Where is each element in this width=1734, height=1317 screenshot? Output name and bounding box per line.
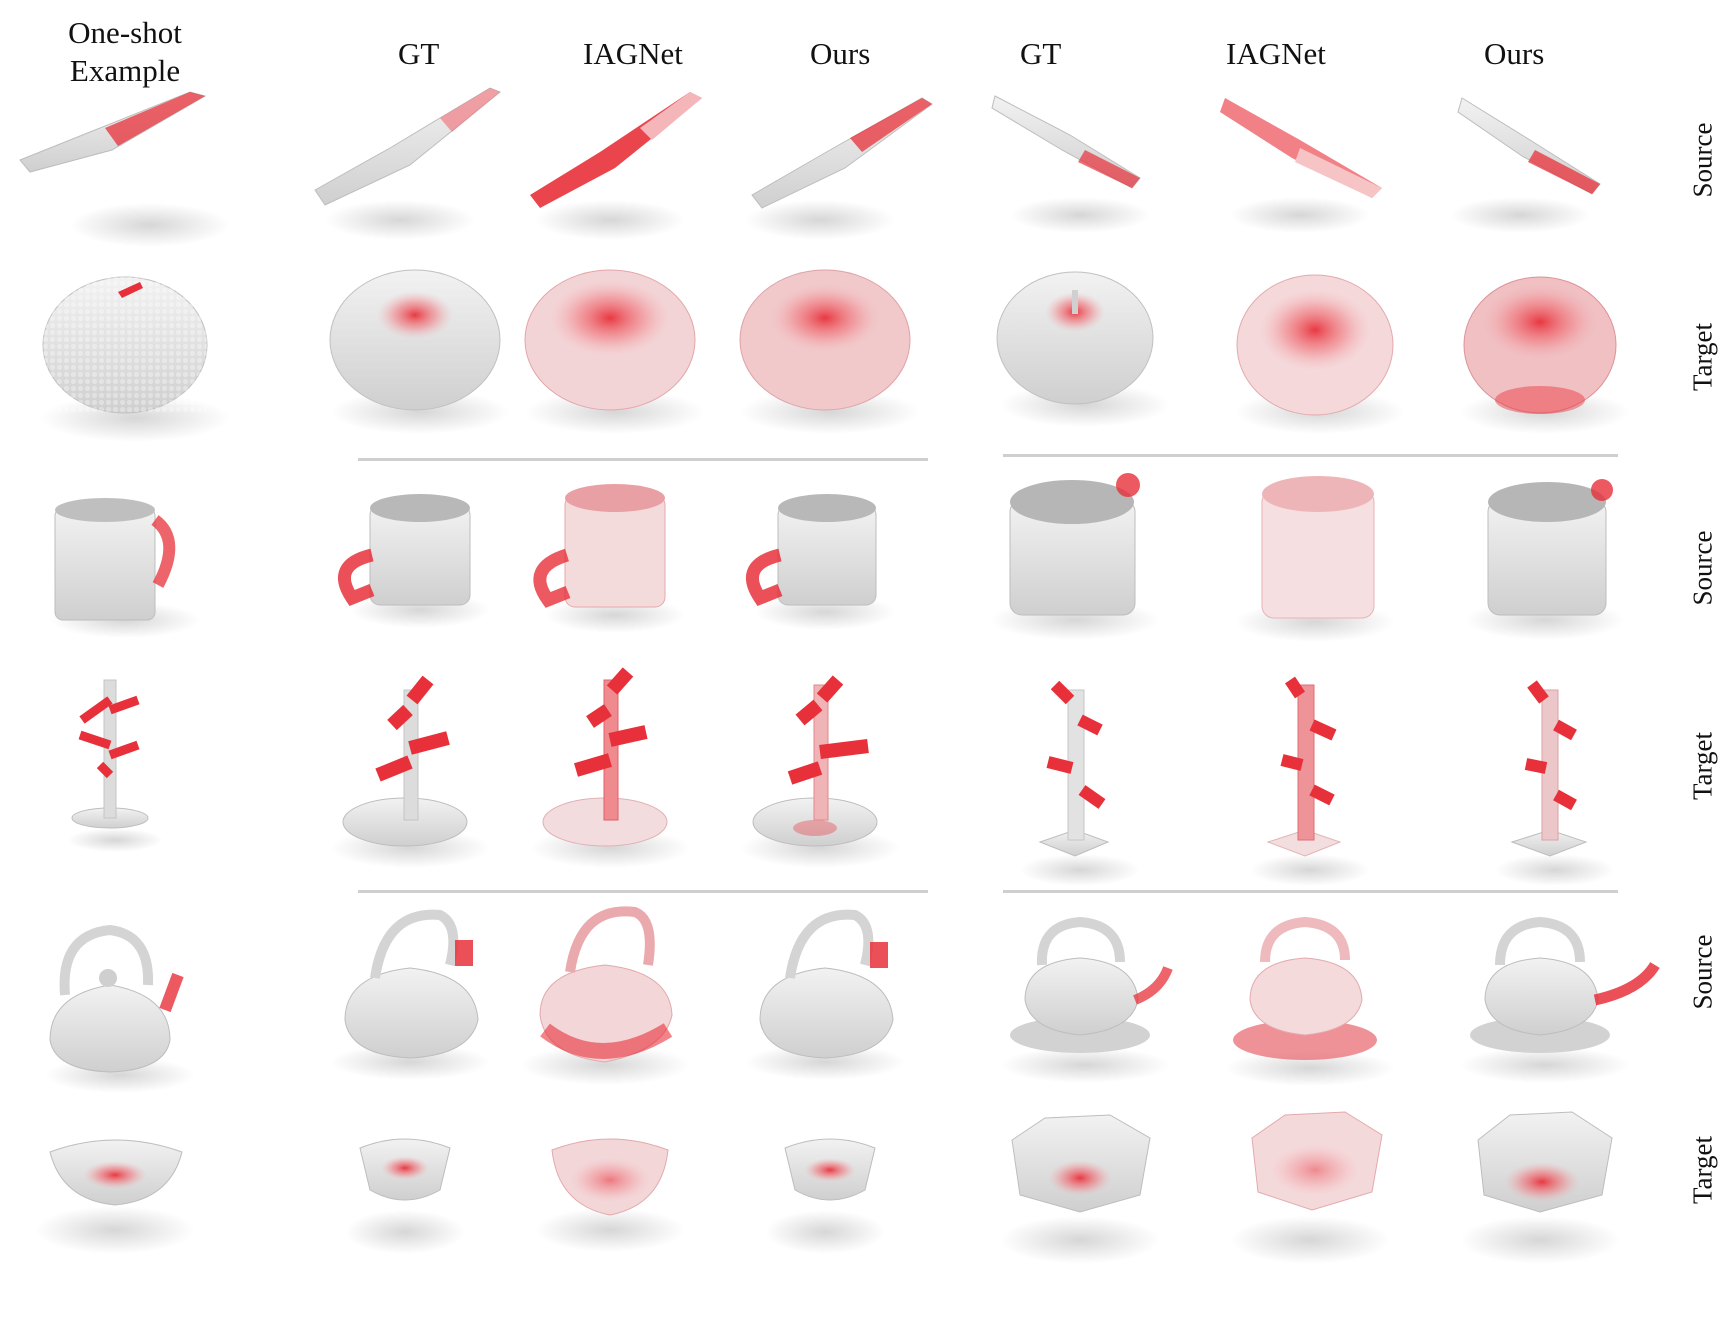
kettle-gt-right [1000, 916, 1173, 1083]
knife-oneshot [19, 91, 230, 247]
kettle-ours-right [1460, 916, 1660, 1083]
separator-right-2 [1003, 890, 1618, 893]
row-apple [40, 269, 1630, 442]
bowl-iagnet-left [535, 1138, 685, 1252]
knife-ours-left [745, 97, 933, 240]
knife-gt-right [991, 95, 1150, 233]
bowl-ours-right [1460, 1111, 1620, 1264]
header-oneshot-line2: Example [69, 53, 181, 88]
mugtree-iagnet-right [1250, 676, 1370, 886]
row-kettle [45, 906, 1660, 1093]
bowl-gt-left [345, 1138, 465, 1254]
bowl-oneshot [35, 1139, 195, 1254]
header-iagnet-right: IAGNet [1226, 36, 1326, 71]
header-gt-right: GT [1020, 36, 1062, 71]
row-mug [50, 473, 1625, 642]
mugtree-iagnet-left [530, 667, 690, 868]
bowl-iagnet-right [1230, 1111, 1390, 1264]
kettle-ours-left [745, 909, 905, 1080]
apple-gt-right [996, 271, 1170, 427]
header-gt-left: GT [398, 36, 440, 71]
knife-iagnet-left [530, 92, 702, 240]
mug-ours-right [1465, 479, 1625, 640]
kettle-gt-left [330, 909, 490, 1080]
mugtree-ours-left [740, 675, 900, 868]
apple-ours-left [739, 269, 920, 434]
header-oneshot-line1: One-shot [68, 15, 182, 50]
mugtree-ours-right [1495, 680, 1615, 886]
kettle-iagnet-left [520, 906, 690, 1085]
header-oneshot-example: One-shot Example [30, 14, 220, 90]
mug-ours-left [745, 494, 895, 630]
mug-iagnet-left [533, 484, 685, 633]
apple-gt-left [329, 269, 510, 434]
mug-iagnet-right [1235, 476, 1395, 642]
knife-gt-left [314, 87, 501, 240]
bowl-ours-left [765, 1138, 885, 1254]
mug-oneshot [50, 498, 200, 638]
knife-iagnet-right [1220, 98, 1382, 233]
apple-oneshot [40, 276, 230, 442]
mugtree-oneshot [67, 679, 163, 852]
knife-ours-right [1450, 97, 1601, 233]
mugtree-gt-right [1020, 680, 1140, 886]
separator-right-1 [1003, 454, 1618, 457]
row-bowl [35, 1111, 1620, 1264]
apple-iagnet-right [1235, 274, 1405, 434]
mugtree-gt-left [330, 675, 490, 868]
header-ours-right: Ours [1484, 36, 1545, 71]
kettle-oneshot [45, 924, 195, 1093]
header-iagnet-left: IAGNet [583, 36, 683, 71]
separator-left-1 [358, 458, 928, 461]
separator-left-2 [358, 890, 928, 893]
kettle-iagnet-right [1225, 916, 1395, 1086]
apple-ours-right [1460, 276, 1630, 434]
bowl-gt-right [1000, 1114, 1160, 1264]
mug-gt-left [337, 494, 490, 628]
row-mug-tree [67, 667, 1615, 886]
header-ours-left: Ours [810, 36, 871, 71]
row-knife [19, 87, 1601, 247]
mug-gt-right [990, 473, 1160, 640]
apple-iagnet-left [524, 269, 705, 434]
